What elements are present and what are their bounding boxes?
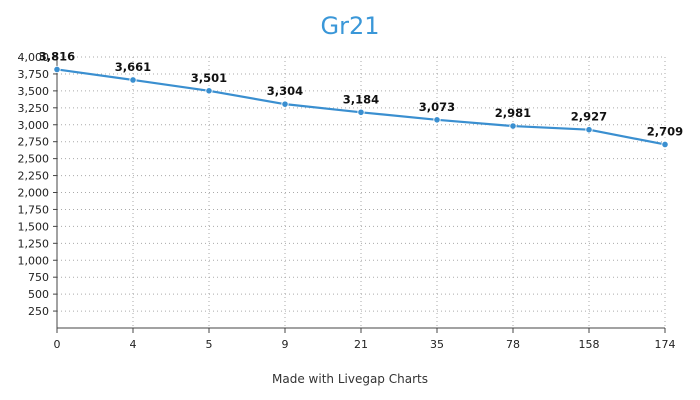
axes: 250 500 750 1,000 1,250 1,500 1,750 2,000 2,250 2… <box>18 51 676 351</box>
data-label: 2,709 <box>647 124 683 138</box>
data-label: 3,073 <box>419 100 455 114</box>
data-point <box>585 126 593 134</box>
data-point <box>433 116 441 124</box>
x-tick-label: 78 <box>506 338 520 351</box>
data-label: 3,661 <box>115 60 151 74</box>
data-point <box>281 100 289 108</box>
y-tick-label: 1,500 <box>18 220 50 233</box>
data-label: 3,304 <box>267 84 303 98</box>
y-tick-label: 2,250 <box>18 170 50 183</box>
x-tick-label: 174 <box>655 338 676 351</box>
data-point <box>53 65 61 74</box>
y-tick-label: 500 <box>28 288 49 301</box>
chart-title: Gr21 <box>320 12 380 40</box>
y-tick-label: 3,500 <box>18 85 50 98</box>
data-label: 2,927 <box>571 110 607 124</box>
grid-lines <box>57 56 666 328</box>
x-tick-label: 158 <box>579 338 600 351</box>
y-tick-label: 1,750 <box>18 203 50 216</box>
y-tick-label: 3,250 <box>18 102 50 115</box>
watermark-credit: Made with Livegap Charts <box>272 372 428 386</box>
series-line <box>53 65 669 149</box>
y-tick-label: 4,000 <box>18 51 50 64</box>
x-tick-label: 21 <box>354 338 368 351</box>
y-tick-label: 2,500 <box>18 153 50 166</box>
data-point <box>661 140 669 149</box>
data-point <box>509 122 517 130</box>
x-tick-label: 35 <box>430 338 444 351</box>
data-point <box>357 108 365 116</box>
x-tick-label: 9 <box>282 338 289 351</box>
y-tick-label: 1,000 <box>18 254 50 267</box>
y-tick-label: 3,750 <box>18 68 50 81</box>
y-tick-label: 250 <box>28 305 49 318</box>
y-tick-label: 750 <box>28 271 49 284</box>
data-label: 3,501 <box>191 71 227 85</box>
data-point <box>205 87 213 95</box>
y-tick-label: 3,000 <box>18 119 50 132</box>
data-label: 2,981 <box>495 106 531 120</box>
data-point <box>129 76 137 84</box>
data-labels: 3,816 3,661 3,501 3,304 3,184 3,073 2,981 2,927… <box>39 49 683 138</box>
y-tick-label: 1,250 <box>18 237 50 250</box>
x-tick-label: 4 <box>130 338 137 351</box>
y-tick-label: 2,750 <box>18 136 50 149</box>
data-label: 3,816 <box>39 49 75 63</box>
x-tick-label: 5 <box>206 338 213 351</box>
data-label: 3,184 <box>343 92 379 106</box>
y-tick-label: 2,000 <box>18 187 50 200</box>
x-tick-label: 0 <box>54 338 61 351</box>
